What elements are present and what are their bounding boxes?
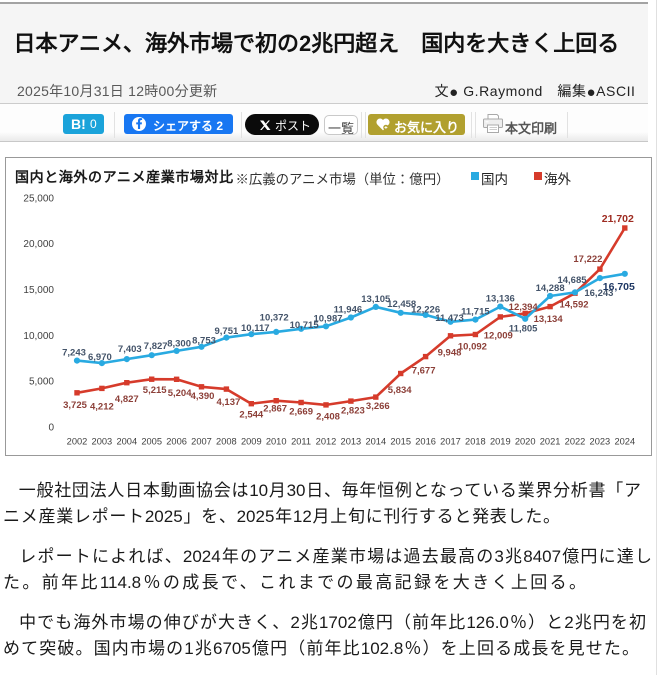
svg-text:2002: 2002 bbox=[67, 437, 88, 447]
svg-text:16,243: 16,243 bbox=[584, 288, 613, 299]
svg-text:5,215: 5,215 bbox=[143, 385, 167, 396]
svg-text:2006: 2006 bbox=[166, 437, 187, 447]
svg-text:13,105: 13,105 bbox=[361, 294, 391, 305]
svg-text:2,669: 2,669 bbox=[289, 407, 313, 418]
svg-text:17,222: 17,222 bbox=[573, 254, 602, 265]
svg-text:2,408: 2,408 bbox=[316, 411, 340, 422]
svg-text:3,725: 3,725 bbox=[63, 400, 87, 411]
svg-text:2015: 2015 bbox=[390, 437, 411, 447]
svg-text:8,753: 8,753 bbox=[192, 336, 216, 347]
svg-text:21,702: 21,702 bbox=[602, 213, 634, 225]
svg-text:2020: 2020 bbox=[515, 437, 536, 447]
svg-text:11,473: 11,473 bbox=[435, 313, 464, 324]
svg-text:13,134: 13,134 bbox=[534, 314, 564, 325]
svg-text:10,372: 10,372 bbox=[260, 312, 289, 323]
svg-text:4,137: 4,137 bbox=[217, 397, 241, 408]
svg-text:7,677: 7,677 bbox=[412, 366, 436, 377]
svg-text:2,823: 2,823 bbox=[341, 406, 365, 417]
svg-text:7,243: 7,243 bbox=[62, 348, 86, 359]
svg-text:10,715: 10,715 bbox=[290, 320, 320, 331]
svg-text:14,592: 14,592 bbox=[559, 300, 588, 311]
svg-text:11,946: 11,946 bbox=[334, 305, 363, 316]
svg-text:2007: 2007 bbox=[191, 437, 212, 447]
svg-text:2016: 2016 bbox=[415, 437, 436, 447]
svg-text:12,394: 12,394 bbox=[509, 302, 539, 313]
svg-text:2005: 2005 bbox=[141, 437, 162, 447]
svg-text:2009: 2009 bbox=[241, 437, 262, 447]
svg-text:2023: 2023 bbox=[590, 437, 611, 447]
svg-text:4,827: 4,827 bbox=[115, 394, 139, 405]
svg-text:11,805: 11,805 bbox=[509, 323, 538, 334]
svg-text:9,751: 9,751 bbox=[215, 326, 239, 337]
svg-text:8,300: 8,300 bbox=[167, 338, 191, 349]
svg-text:12,226: 12,226 bbox=[411, 304, 440, 315]
svg-text:7,827: 7,827 bbox=[144, 341, 168, 352]
svg-text:15,000: 15,000 bbox=[23, 285, 54, 296]
svg-text:2012: 2012 bbox=[316, 437, 337, 447]
svg-text:5,834: 5,834 bbox=[388, 385, 412, 396]
svg-text:2004: 2004 bbox=[116, 437, 137, 447]
svg-text:2021: 2021 bbox=[540, 437, 561, 447]
svg-text:6,970: 6,970 bbox=[88, 352, 112, 363]
svg-text:12,458: 12,458 bbox=[387, 299, 416, 310]
svg-text:2018: 2018 bbox=[465, 437, 486, 447]
svg-text:2022: 2022 bbox=[565, 437, 586, 447]
svg-text:10,987: 10,987 bbox=[313, 313, 342, 324]
svg-text:11,715: 11,715 bbox=[461, 307, 490, 318]
svg-text:4,390: 4,390 bbox=[191, 391, 215, 402]
svg-text:2010: 2010 bbox=[266, 437, 287, 447]
svg-text:3,266: 3,266 bbox=[366, 401, 390, 412]
svg-text:2003: 2003 bbox=[92, 437, 113, 447]
svg-text:2,544: 2,544 bbox=[239, 410, 263, 421]
svg-text:2014: 2014 bbox=[365, 437, 386, 447]
svg-text:25,000: 25,000 bbox=[23, 193, 54, 204]
svg-text:20,000: 20,000 bbox=[23, 239, 54, 250]
svg-text:10,000: 10,000 bbox=[23, 331, 54, 342]
svg-text:2008: 2008 bbox=[216, 437, 237, 447]
svg-text:14,288: 14,288 bbox=[536, 283, 565, 294]
svg-text:2017: 2017 bbox=[440, 437, 461, 447]
svg-text:2,867: 2,867 bbox=[263, 404, 287, 415]
svg-text:9,948: 9,948 bbox=[438, 347, 462, 358]
svg-text:13,136: 13,136 bbox=[486, 294, 515, 305]
svg-text:7,403: 7,403 bbox=[118, 344, 142, 355]
svg-text:4,212: 4,212 bbox=[90, 401, 114, 412]
svg-text:2024: 2024 bbox=[614, 437, 635, 447]
svg-text:5,000: 5,000 bbox=[29, 377, 54, 388]
svg-text:5,204: 5,204 bbox=[168, 388, 192, 399]
svg-text:10,092: 10,092 bbox=[458, 342, 487, 353]
svg-text:12,009: 12,009 bbox=[484, 330, 513, 341]
svg-text:2019: 2019 bbox=[490, 437, 511, 447]
svg-text:2011: 2011 bbox=[291, 437, 311, 447]
svg-text:2013: 2013 bbox=[341, 437, 362, 447]
svg-text:16,705: 16,705 bbox=[603, 281, 635, 293]
svg-text:0: 0 bbox=[48, 423, 54, 434]
svg-text:10,117: 10,117 bbox=[241, 323, 270, 334]
svg-text:14,685: 14,685 bbox=[557, 275, 587, 286]
